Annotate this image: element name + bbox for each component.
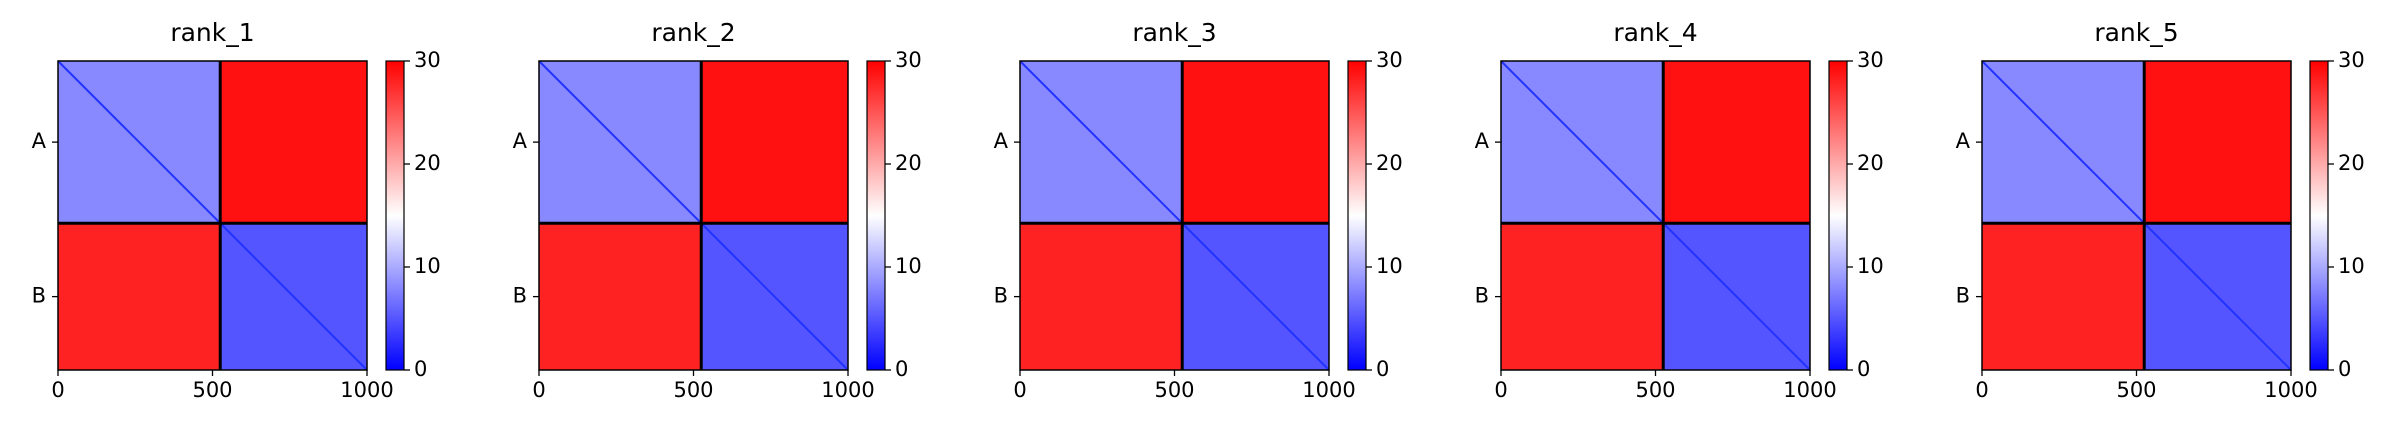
colorbar — [1347, 60, 1367, 371]
colorbar-tick-label: 0 — [895, 357, 908, 381]
heatmap-cell — [1501, 223, 1664, 370]
heatmap-cell — [1182, 61, 1329, 224]
diagonal — [219, 222, 368, 371]
colorbar-tick-label: 0 — [1376, 357, 1389, 381]
chart-title: rank_2 — [651, 18, 735, 47]
x-tick-label: 1000 — [2264, 378, 2317, 402]
y-tick-label: A — [994, 129, 1009, 153]
x-tick-label: 0 — [51, 378, 64, 402]
colorbar-tick-label: 20 — [1857, 151, 1884, 175]
y-tick-label: A — [1956, 129, 1971, 153]
y-tick-label: A — [32, 129, 47, 153]
x-tick-label: 0 — [532, 378, 545, 402]
heatmap-cell — [1982, 223, 2145, 370]
diagonal — [700, 222, 849, 371]
colorbar-tick-label: 30 — [895, 48, 922, 72]
colorbar-tick-label: 30 — [1857, 48, 1884, 72]
colorbar-tick-label: 10 — [2338, 254, 2365, 278]
chart-title: rank_1 — [170, 18, 254, 47]
x-tick-label: 1000 — [340, 378, 393, 402]
x-tick-label: 500 — [192, 378, 232, 402]
x-tick-label: 500 — [2116, 378, 2156, 402]
chart-title: rank_4 — [1613, 18, 1697, 47]
colorbar-tick-label: 20 — [1376, 151, 1403, 175]
x-tick-label: 1000 — [1783, 378, 1836, 402]
colorbar-tick-label: 10 — [414, 254, 441, 278]
x-tick-label: 1000 — [1302, 378, 1355, 402]
diagonal — [57, 60, 221, 224]
colorbar-tick-label: 10 — [1376, 254, 1403, 278]
x-tick-label: 500 — [1154, 378, 1194, 402]
heatmap-cell — [1663, 61, 1810, 224]
chart-title: rank_3 — [1132, 18, 1216, 47]
heatmap-cell — [220, 61, 367, 224]
heatmap-cell — [539, 223, 702, 370]
x-tick-label: 1000 — [821, 378, 874, 402]
colorbar-tick-label: 10 — [895, 254, 922, 278]
colorbar-tick-label: 30 — [2338, 48, 2365, 72]
x-tick-label: 500 — [1635, 378, 1675, 402]
colorbar — [1828, 60, 1848, 371]
diagonal — [1981, 60, 2145, 224]
y-tick-label: B — [1956, 284, 1970, 308]
diagonal — [1019, 60, 1183, 224]
chart-title: rank_5 — [2094, 18, 2178, 47]
diagonal — [2143, 222, 2292, 371]
y-tick-label: A — [1475, 129, 1490, 153]
colorbar-tick-label: 0 — [2338, 357, 2351, 381]
colorbar — [2309, 60, 2329, 371]
colorbar-tick-label: 20 — [414, 151, 441, 175]
diagonal — [1500, 60, 1664, 224]
heatmap-cell — [1020, 223, 1183, 370]
colorbar — [385, 60, 405, 371]
colorbar-tick-label: 0 — [414, 357, 427, 381]
y-tick-label: A — [513, 129, 528, 153]
y-tick-label: B — [994, 284, 1008, 308]
x-tick-label: 0 — [1975, 378, 1988, 402]
colorbar-tick-label: 20 — [2338, 151, 2365, 175]
heatmap-cell — [58, 223, 221, 370]
colorbar-tick-label: 20 — [895, 151, 922, 175]
heatmap-cell — [701, 61, 848, 224]
colorbar-tick-label: 30 — [1376, 48, 1403, 72]
heatmap-cell — [2144, 61, 2291, 224]
diagonal — [1181, 222, 1330, 371]
colorbar-tick-label: 0 — [1857, 357, 1870, 381]
y-tick-label: B — [32, 284, 46, 308]
y-tick-label: B — [513, 284, 527, 308]
y-tick-label: B — [1475, 284, 1489, 308]
diagonal — [1662, 222, 1811, 371]
colorbar-tick-label: 10 — [1857, 254, 1884, 278]
x-tick-label: 0 — [1494, 378, 1507, 402]
colorbar-tick-label: 30 — [414, 48, 441, 72]
colorbar — [866, 60, 886, 371]
x-tick-label: 500 — [673, 378, 713, 402]
x-tick-label: 0 — [1013, 378, 1026, 402]
diagonal — [538, 60, 702, 224]
